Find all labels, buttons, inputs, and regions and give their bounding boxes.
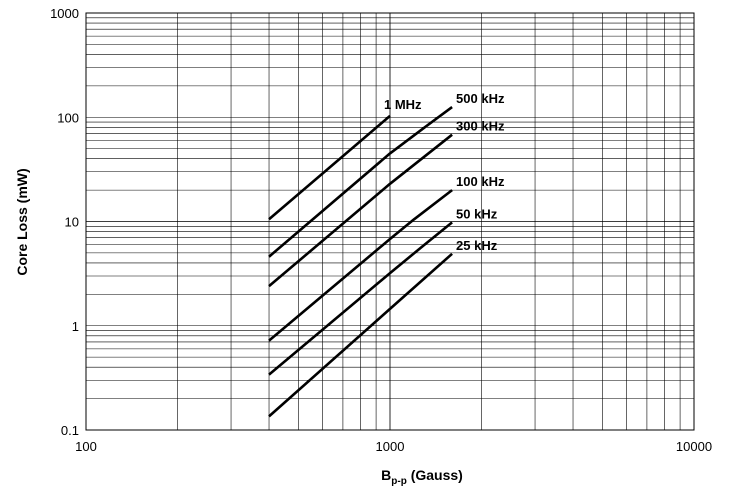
series-line-3 [268,189,453,342]
grid-lines [85,12,695,431]
x-axis-title-rest: (Gauss) [407,467,463,483]
series-line-1 [268,106,453,258]
series-line-2 [268,133,453,288]
series-label-2: 300 kHz [456,119,505,134]
x-tick-label: 100 [75,439,97,454]
series-label-1: 500 kHz [456,91,505,106]
x-axis-title-main: B [381,467,391,483]
x-tick-label: 10000 [676,439,712,454]
x-axis-title-subscript: p-p [391,476,407,487]
series-line-5 [268,252,453,418]
series-label-4: 50 kHz [456,206,498,221]
y-tick-label: 1 [72,319,79,334]
series-label-5: 25 kHz [456,238,498,253]
series-labels: 1 MHz 500 kHz 300 kHz 100 kHz 50 kHz 25 kHz [384,91,505,253]
series-line-4 [268,221,453,376]
tick-labels: 100 1000 10000 0.1 1 10 100 1000 [50,6,712,454]
data-series [268,106,453,418]
series-line-0 [268,114,391,221]
plot-area-frame [85,12,695,431]
y-axis-title: Core Loss (mW) [14,168,30,275]
y-tick-label: 10 [65,215,79,230]
series-label-0: 1 MHz [384,97,422,112]
y-tick-label: 1000 [50,6,79,21]
series-label-3: 100 kHz [456,174,505,189]
y-tick-label: 0.1 [61,423,79,438]
x-tick-label: 1000 [376,439,405,454]
x-axis-title: Bp-p (Gauss) [381,467,463,487]
y-tick-label: 100 [57,110,79,125]
